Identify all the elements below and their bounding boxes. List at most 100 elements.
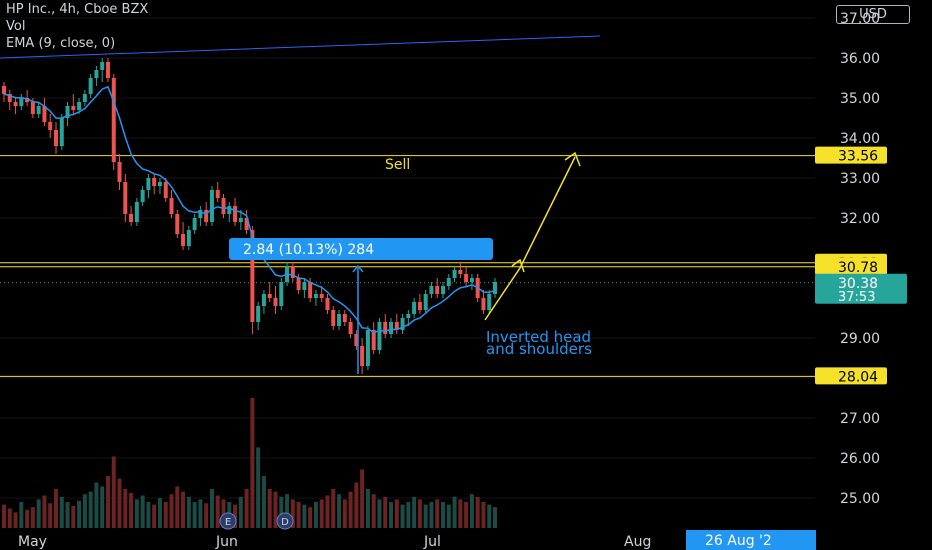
candle-body <box>19 98 24 106</box>
volume-bar <box>198 499 203 528</box>
candle-body <box>77 102 82 110</box>
volume-bar <box>221 499 226 528</box>
candle-body <box>215 190 220 198</box>
volume-bar <box>267 489 272 528</box>
pattern-annotation-line2: and shoulders <box>486 340 592 358</box>
volume-bar <box>400 504 405 528</box>
volume-bar <box>441 502 446 528</box>
level-price-tag <box>815 257 887 275</box>
earnings-marker-e-label: E <box>225 517 231 528</box>
candle-body <box>429 286 434 294</box>
candle-body <box>181 234 186 246</box>
volume-bar <box>250 398 255 528</box>
volume-bar <box>13 512 18 528</box>
price-tick-label: 29.00 <box>840 331 880 347</box>
price-tick-label: 27.00 <box>840 411 880 427</box>
volume-bar <box>146 502 151 528</box>
dividend-marker-d-label: D <box>281 517 289 528</box>
price-axis[interactable]: 37.0036.0035.0034.0033.0032.0029.0028.00… <box>815 11 907 507</box>
candle-body <box>441 286 446 294</box>
price-tick-label: 25.00 <box>840 491 880 507</box>
volume-bar <box>423 504 428 528</box>
candle-body <box>30 102 35 114</box>
volume-indicator-label[interactable]: Vol <box>6 19 26 34</box>
price-tick-label: 33.00 <box>840 171 880 187</box>
candle-body <box>169 198 174 214</box>
time-tick-label: May <box>18 534 47 550</box>
candle-body <box>452 270 457 278</box>
candle-body <box>48 122 53 130</box>
volume-bar <box>279 496 284 528</box>
candle-body <box>134 202 139 222</box>
volume-bar <box>111 456 116 528</box>
crosshair-date-label: 26 Aug '2 <box>686 530 816 550</box>
candle-body <box>146 178 151 190</box>
volume-bar <box>325 495 330 528</box>
currency-selector[interactable]: USD <box>836 5 910 24</box>
volume-bar <box>389 502 394 528</box>
volume-bar <box>2 504 6 528</box>
volume-bar <box>308 507 313 528</box>
volume-bar <box>71 505 76 528</box>
earnings-marker-e[interactable] <box>219 512 237 530</box>
horizontal-levels <box>0 155 815 377</box>
volume-bar <box>406 502 411 528</box>
volume-bar <box>59 496 64 528</box>
candle-body <box>360 346 365 366</box>
candle-body <box>13 102 18 106</box>
volume-bar <box>209 489 214 528</box>
volume-bar <box>42 495 47 528</box>
candle-body <box>365 330 370 366</box>
volume-bar <box>469 494 474 528</box>
dividend-marker-d[interactable] <box>276 512 294 530</box>
candle-body <box>319 294 324 298</box>
volume-bar <box>337 494 342 528</box>
projection-arrowhead-1 <box>511 258 525 273</box>
volume-bar <box>117 478 122 528</box>
volume-bar <box>354 482 359 528</box>
candle-body <box>233 206 238 222</box>
candle-body <box>325 298 330 310</box>
volume-bar <box>365 489 370 528</box>
candle-body <box>267 294 272 298</box>
candlesticks <box>2 58 497 374</box>
candle-body <box>94 70 99 78</box>
volume-bar <box>94 482 99 528</box>
ema-indicator-label[interactable]: EMA (9, close, 0) <box>6 36 116 51</box>
volume-bar <box>302 504 307 528</box>
bar-countdown-text: 37:53 <box>838 290 875 305</box>
candle-body <box>25 98 30 102</box>
volume-bar <box>53 489 58 528</box>
price-tick-label: 32.00 <box>840 211 880 227</box>
time-tick-label: Jun <box>215 534 238 550</box>
candle-body <box>394 322 399 330</box>
volume-bar <box>19 502 24 528</box>
candle-body <box>308 282 313 298</box>
candle-body <box>464 274 469 282</box>
candle-body <box>53 130 58 146</box>
pattern-annotation-line1: Inverted head <box>486 328 591 346</box>
measure-label: 2.84 (10.13%) 284 <box>243 242 374 258</box>
candle-body <box>256 306 261 322</box>
last-price-text: 30.38 <box>838 276 878 292</box>
volume-bar <box>313 502 318 528</box>
earnings-markers[interactable]: E D <box>219 512 294 530</box>
candle-body <box>296 278 301 290</box>
volume-bar <box>157 498 162 528</box>
volume-bar <box>238 496 243 528</box>
candle-body <box>71 106 76 110</box>
candle-body <box>36 106 41 114</box>
candle-body <box>209 190 214 222</box>
candle-body <box>42 106 47 122</box>
candle-body <box>273 298 278 306</box>
volume-bar <box>342 499 347 528</box>
candle-body <box>469 278 474 282</box>
candle-body <box>117 162 122 182</box>
symbol-title[interactable]: HP Inc., 4h, Cboe BZX <box>6 2 149 17</box>
time-axis[interactable]: May Jun Jul Aug <box>18 534 651 550</box>
candle-body <box>342 314 347 322</box>
candle-body <box>487 294 492 310</box>
candle-body <box>417 302 422 310</box>
candle-body <box>290 266 295 278</box>
